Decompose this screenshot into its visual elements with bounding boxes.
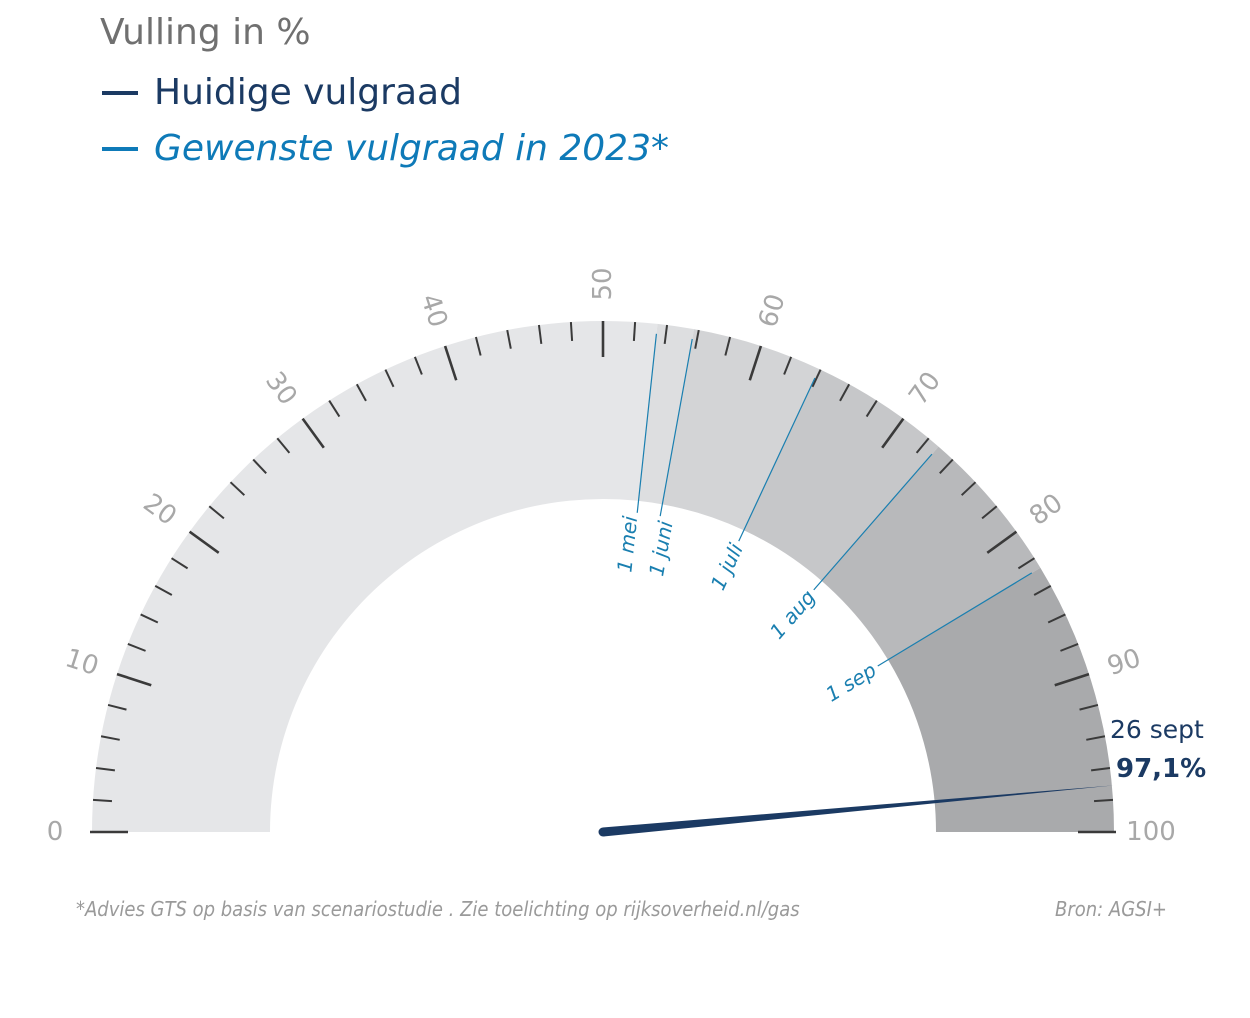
legend-label-target: Gewenste vulgraad in 2023* (154, 128, 669, 169)
legend-swatch-current (102, 90, 138, 95)
gauge-band (888, 567, 1114, 832)
minor-tick (724, 336, 732, 356)
tick-label: 100 (1126, 817, 1176, 847)
minor-tick (981, 505, 998, 520)
minor-tick (839, 383, 851, 402)
current-value-label: 97,1% (1116, 754, 1206, 784)
chart-title: Vulling in % (100, 12, 311, 53)
target-date-label: 1 juli (706, 539, 748, 593)
target-line (877, 572, 1033, 667)
major-tick (1054, 672, 1090, 687)
minor-tick (384, 369, 395, 388)
needle-hub (598, 827, 608, 837)
legend-target: Gewenste vulgraad in 2023* (102, 128, 669, 169)
gauge-band (662, 329, 820, 531)
minor-tick (328, 400, 341, 418)
gauge-band (638, 323, 695, 505)
major-tick (301, 417, 325, 449)
tick-label: 80 (1024, 488, 1068, 532)
tick-label: 50 (588, 267, 618, 300)
target-line (813, 453, 933, 591)
major-tick (443, 345, 458, 381)
minor-tick (811, 369, 822, 388)
tick-label: 70 (903, 366, 947, 410)
tick-label: 60 (753, 290, 792, 331)
footnote: *Advies GTS op basis van scenariostudie … (76, 897, 800, 921)
minor-tick (1086, 735, 1106, 741)
tick-label: 0 (47, 817, 64, 847)
tick-label: 30 (259, 366, 303, 410)
minor-tick (208, 505, 225, 520)
minor-tick (95, 766, 116, 772)
major-tick (986, 530, 1018, 554)
minor-tick (1079, 703, 1099, 711)
minor-tick (939, 458, 954, 475)
minor-tick (355, 383, 367, 402)
minor-tick (960, 481, 977, 496)
minor-tick (1033, 584, 1052, 596)
gauge-band (821, 446, 1041, 660)
minor-tick (915, 437, 930, 454)
minor-tick (100, 735, 120, 741)
minor-tick (1060, 642, 1079, 652)
minor-tick (140, 613, 159, 624)
minor-tick (252, 458, 267, 475)
tick-label: 20 (137, 488, 181, 532)
legend-swatch-target (102, 146, 138, 151)
minor-tick (127, 642, 146, 652)
source: Bron: AGSI+ (1055, 897, 1167, 921)
minor-tick (229, 481, 246, 496)
needle (602, 785, 1114, 837)
minor-tick (154, 584, 173, 596)
minor-tick (632, 321, 637, 342)
tick-label: 10 (61, 643, 102, 682)
major-tick (748, 345, 763, 381)
target-line (636, 333, 658, 513)
minor-tick (92, 798, 113, 803)
minor-tick (1093, 798, 1114, 803)
gauge-band (743, 368, 939, 581)
gauge-band (92, 320, 658, 832)
tick-label: 40 (414, 290, 453, 331)
target-date-label: 1 mei (612, 514, 642, 573)
minor-tick (865, 400, 878, 418)
minor-tick (276, 437, 291, 454)
minor-tick (663, 324, 669, 345)
minor-tick (1017, 557, 1035, 570)
minor-tick (107, 703, 127, 711)
minor-tick (537, 324, 543, 345)
minor-tick (413, 356, 423, 375)
minor-tick (1047, 613, 1066, 624)
target-line (659, 338, 693, 517)
minor-tick (474, 336, 482, 356)
target-line (738, 377, 816, 542)
current-date-label: 26 sept (1110, 715, 1204, 744)
legend-label-current: Huidige vulgraad (154, 72, 462, 113)
tick-label: 90 (1104, 643, 1145, 682)
target-date-label: 1 aug (765, 585, 820, 644)
minor-tick (506, 329, 512, 349)
minor-tick (783, 356, 793, 375)
minor-tick (171, 557, 189, 570)
minor-tick (1090, 766, 1111, 772)
major-tick (188, 530, 220, 554)
legend-current: Huidige vulgraad (102, 72, 462, 113)
minor-tick (694, 329, 700, 349)
major-tick (881, 417, 905, 449)
target-date-label: 1 juni (644, 519, 678, 578)
target-date-label: 1 sep (821, 658, 880, 707)
minor-tick (569, 321, 574, 342)
major-tick (116, 672, 152, 687)
